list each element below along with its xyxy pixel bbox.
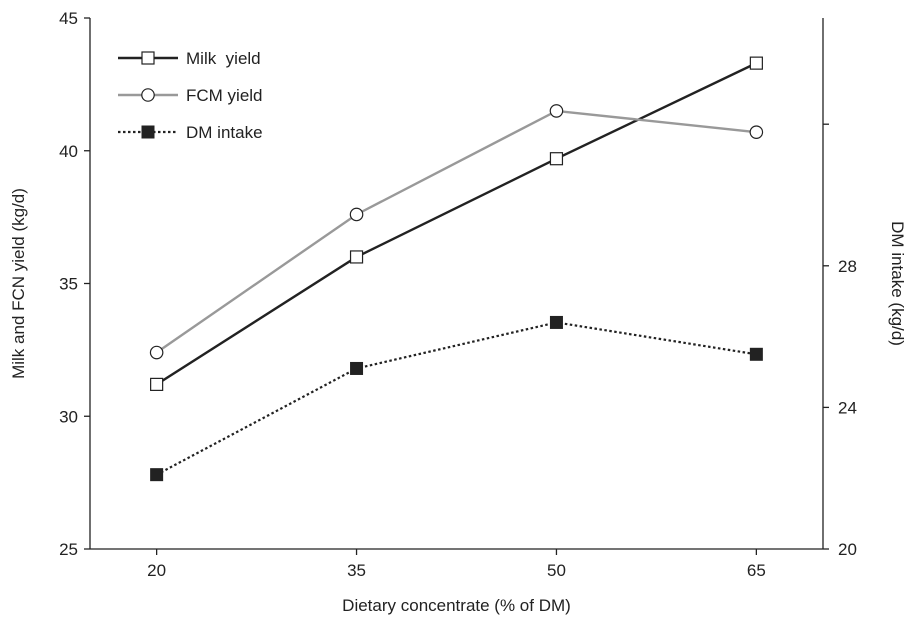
x-axis-title: Dietary concentrate (% of DM) xyxy=(342,596,571,615)
series-2 xyxy=(150,315,763,482)
series-2-point-1 xyxy=(350,361,364,375)
series-1-point-2 xyxy=(549,104,564,118)
series-0-point-1 xyxy=(349,250,364,264)
y-tick-label-0: 25 xyxy=(59,540,78,559)
series-1-point-0 xyxy=(149,345,164,360)
axes: 25 30 35 40 45 20 24 28 20 35 50 65 xyxy=(59,9,857,580)
x-tick-label-3: 65 xyxy=(747,561,766,580)
x-tick-label-2: 50 xyxy=(547,561,566,580)
series-2-point-0 xyxy=(150,468,164,482)
y-axis-title: Milk and FCN yield (kg/d) xyxy=(9,188,28,379)
legend-label-2: DM intake xyxy=(186,123,263,142)
series-line-0 xyxy=(155,62,757,386)
series-0-point-0 xyxy=(150,377,164,391)
y-tick-label-2: 35 xyxy=(59,275,78,294)
series-layer xyxy=(149,56,764,482)
x-tick-label-0: 20 xyxy=(147,561,166,580)
series-0-point-3 xyxy=(749,56,763,70)
x-tick-label-1: 35 xyxy=(347,561,366,580)
series-1-point-3 xyxy=(749,125,764,139)
y2-axis-title: DM intake (kg/d) xyxy=(888,221,906,346)
y-tick-label-1: 30 xyxy=(59,407,78,426)
y-tick-label-3: 40 xyxy=(59,142,78,161)
series-2-point-2 xyxy=(549,315,563,329)
legend-label-0: Milk yield xyxy=(186,49,261,68)
y-tick-label-4: 45 xyxy=(59,9,78,28)
series-line-1 xyxy=(155,109,757,354)
series-line-2 xyxy=(156,321,757,476)
series-1 xyxy=(149,104,764,360)
legend-marker-1 xyxy=(141,88,155,102)
y2-tick-label-0: 20 xyxy=(838,540,857,559)
series-1-point-1 xyxy=(349,207,364,222)
series-0 xyxy=(150,56,763,391)
series-0-point-2 xyxy=(549,152,564,166)
legend-marker-0 xyxy=(141,51,155,65)
legend-marker-2 xyxy=(141,125,155,139)
legend-label-1: FCM yield xyxy=(186,86,263,105)
y2-tick-label-1: 24 xyxy=(838,398,857,417)
series-2-point-3 xyxy=(749,347,763,361)
y2-tick-label-2: 28 xyxy=(838,257,857,276)
legend: Milk yield FCM yield DM intake xyxy=(118,49,263,142)
